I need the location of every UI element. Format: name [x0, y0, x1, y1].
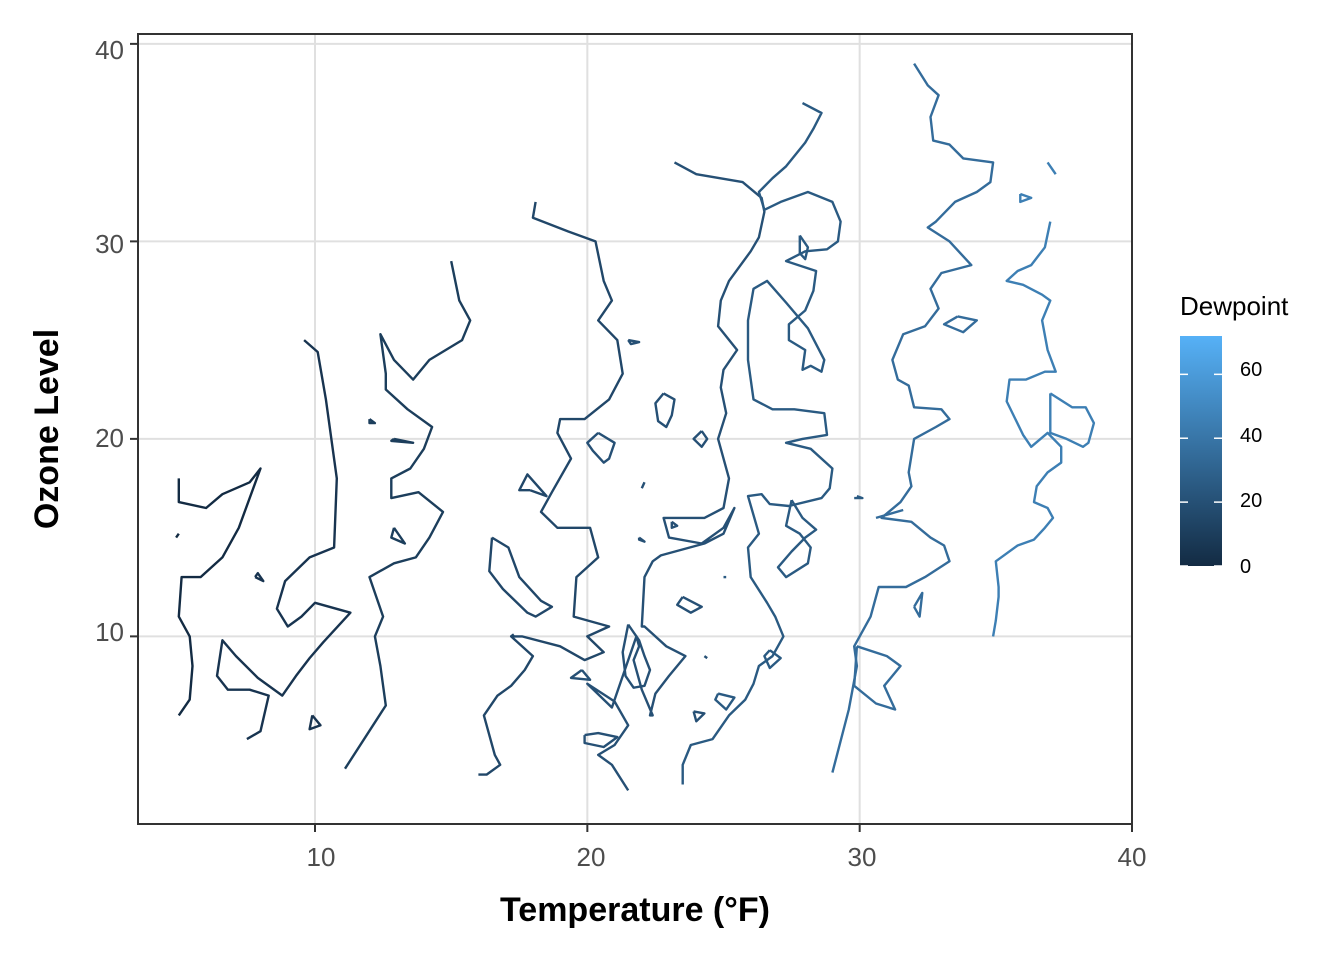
contour-line-39 [1046, 161, 1057, 175]
contour-line-13 [586, 161, 766, 792]
legend-tick-label-20: 20 [1240, 490, 1262, 512]
contour-line-1 [175, 533, 180, 539]
contour-line-20 [640, 481, 646, 489]
contour-line-4 [308, 714, 322, 731]
contour-line-38 [853, 645, 902, 711]
legend-colorbar [1180, 336, 1222, 566]
contour-line-6 [390, 527, 407, 545]
contour-line-10 [488, 536, 554, 618]
contour-line-22 [569, 669, 592, 681]
contour-line-28 [798, 234, 810, 261]
contour-line-26 [703, 655, 708, 660]
contour-line-12 [510, 633, 515, 638]
contour-line-21 [670, 520, 679, 529]
contour-line-14 [621, 623, 652, 689]
y-tick-label-10: 10 [95, 617, 124, 647]
contour-line-8 [390, 437, 415, 444]
y-tick-label-20: 20 [95, 423, 124, 453]
plot-panel-border [137, 33, 1133, 825]
contour-line-29 [776, 499, 818, 579]
contour-line-15 [586, 431, 616, 464]
x-tick-label-40: 40 [1118, 842, 1147, 872]
contour-line-36 [875, 508, 904, 520]
contour-lines [175, 62, 1096, 792]
contour-line-0 [177, 467, 262, 717]
contour-line-18 [692, 430, 709, 448]
contour-line-31 [763, 649, 782, 670]
contour-line-3 [254, 572, 265, 583]
legend-tick-label-60: 60 [1240, 359, 1262, 381]
x-tick-label-20: 20 [577, 842, 606, 872]
contour-line-27 [681, 102, 842, 785]
y-axis-title: Ozone Level [28, 329, 66, 529]
contour-line-30 [854, 494, 864, 500]
contour-line-42 [1049, 392, 1096, 448]
contour-line-19 [637, 536, 646, 543]
contour-line-34 [831, 62, 995, 773]
legend-tick-label-0: 0 [1240, 556, 1251, 578]
contour-line-23 [583, 731, 619, 749]
contour-line-41 [991, 221, 1063, 637]
contour-line-35 [942, 315, 978, 334]
contour-line-32 [714, 692, 736, 711]
x-tick-label-30: 30 [848, 842, 877, 872]
contour-line-17 [654, 392, 676, 429]
y-tick-label-30: 30 [95, 229, 124, 259]
contour-line-11 [518, 473, 548, 498]
grid-lines [138, 34, 1133, 824]
legend-tick-label-40: 40 [1240, 425, 1262, 447]
contour-line-9 [478, 201, 624, 776]
contour-line-25 [692, 710, 706, 723]
legend: Dewpoint 0 20 40 60 [1180, 291, 1289, 578]
contour-line-37 [913, 591, 924, 618]
contour-line-24 [676, 595, 703, 614]
x-tick-label-10: 10 [307, 842, 336, 872]
legend-colorbar-ticks [1180, 373, 1222, 567]
contour-line-40 [1019, 192, 1033, 204]
contour-line-5 [343, 260, 472, 770]
axis-ticks [130, 42, 1133, 832]
contour-line-16 [627, 338, 641, 346]
x-axis-title: Temperature (°F) [500, 891, 770, 929]
contour-line-2 [215, 339, 352, 741]
contour-line-7 [368, 418, 377, 425]
y-tick-label-40: 40 [95, 35, 124, 65]
legend-title: Dewpoint [1180, 291, 1289, 321]
